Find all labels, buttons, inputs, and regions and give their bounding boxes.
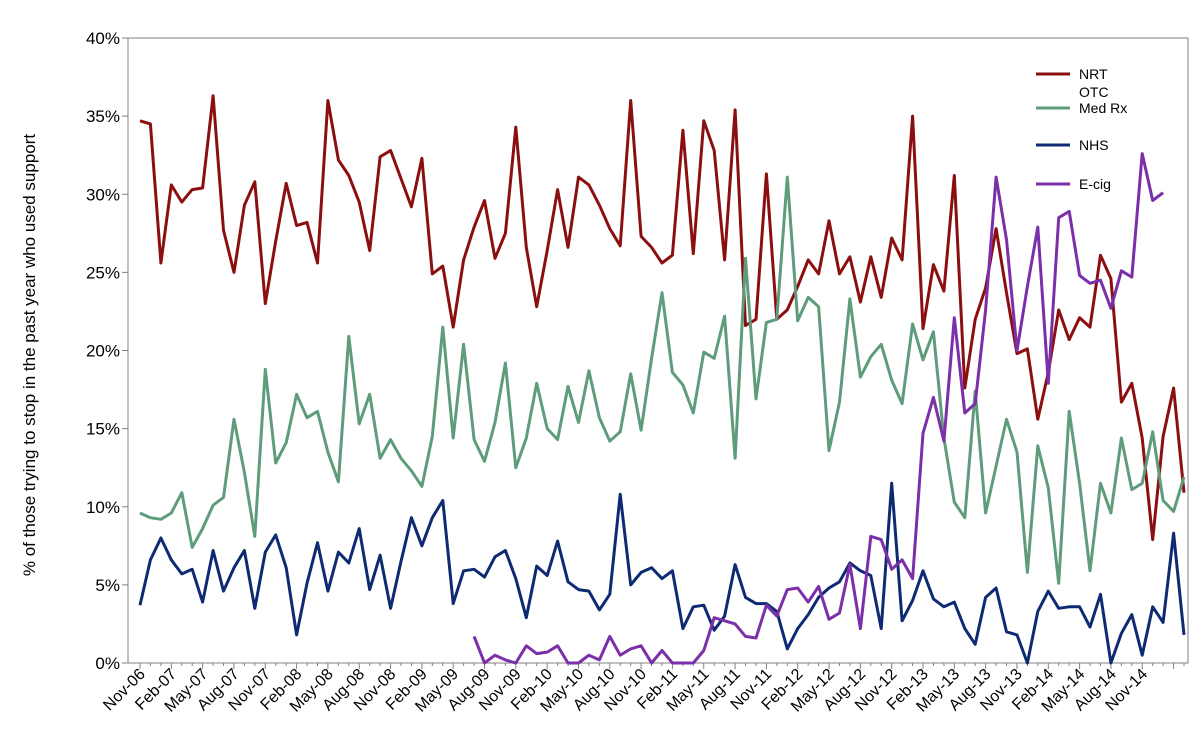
- y-axis: 0% 5% 10% 15% 20% 25% 30% 35% 40%: [86, 29, 128, 673]
- series-layer: [138, 94, 1186, 665]
- y-tick-label: 35%: [86, 107, 120, 126]
- legend-label: OTC: [1079, 84, 1109, 100]
- y-axis-label: % of those trying to stop in the past ye…: [20, 134, 39, 577]
- legend-label: NHS: [1079, 137, 1109, 153]
- y-tick-label: 0%: [95, 654, 120, 673]
- series-line-nhs: [138, 481, 1186, 665]
- y-tick-label: 20%: [86, 342, 120, 361]
- series-line-e-cig: [472, 152, 1164, 665]
- y-tick-label: 40%: [86, 29, 120, 48]
- legend-label: Med Rx: [1079, 100, 1127, 116]
- y-tick-label: 15%: [86, 420, 120, 439]
- y-tick-label: 30%: [86, 185, 120, 204]
- y-tick-label: 5%: [95, 576, 120, 595]
- x-axis: Nov-06Feb-07May-07Aug-07Nov-07Feb-08May-…: [100, 663, 1185, 716]
- legend-label: NRT: [1079, 66, 1108, 82]
- y-tick-label: 10%: [86, 498, 120, 517]
- y-tick-label: 25%: [86, 263, 120, 282]
- series-line-nrt-otc: [139, 94, 1186, 542]
- legend-label: E-cig: [1079, 176, 1111, 192]
- series-line-med-rx: [139, 175, 1186, 585]
